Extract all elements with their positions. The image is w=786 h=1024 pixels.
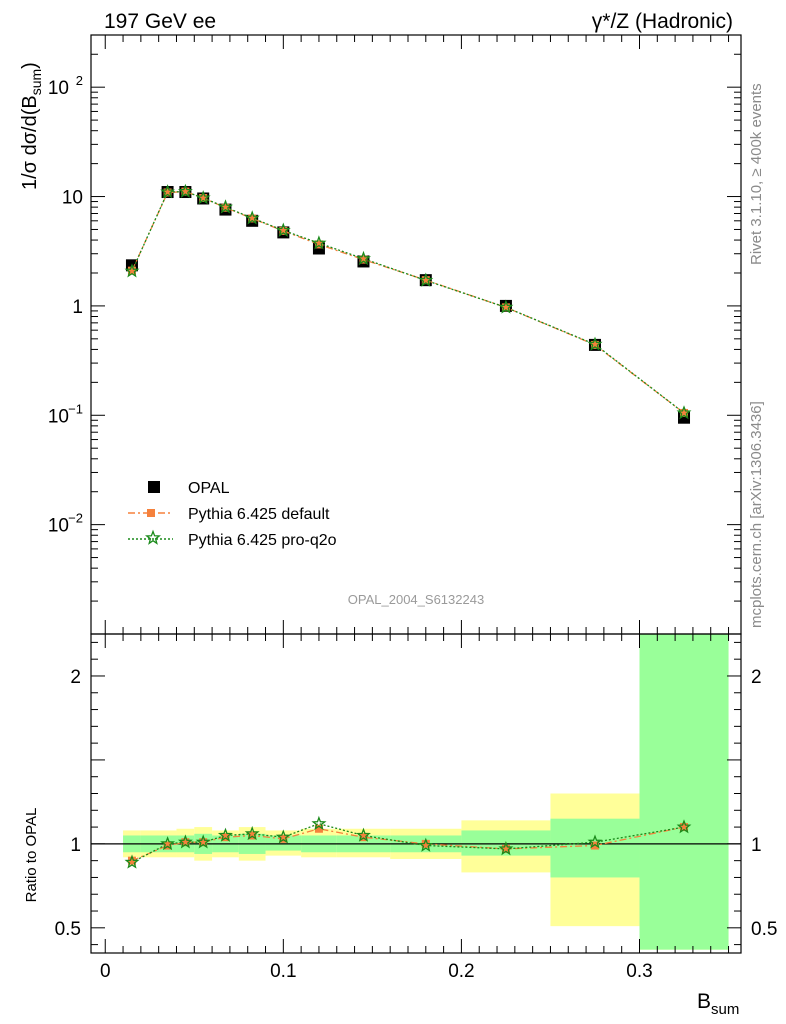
rivet-label: Rivet 3.1.10, ≥ 400k events (748, 83, 765, 265)
ratio-point-proq2o (275, 829, 291, 844)
ratio-point-proq2o (124, 854, 140, 869)
legend-label-opal: OPAL (188, 480, 230, 497)
legend-label-default: Pythia 6.425 default (188, 506, 330, 523)
main-panel (124, 183, 692, 424)
mc-line-default (131, 190, 685, 414)
ratio-point-default (680, 823, 689, 832)
ratio-point-default (163, 841, 172, 850)
ratio-point-proq2o (160, 836, 176, 851)
mc-point-proq2o (418, 272, 434, 287)
legend-marker-opal (148, 481, 160, 493)
x-tick-label: 0 (100, 961, 111, 982)
ratio-point-proq2o (418, 837, 434, 852)
ratio-point-default (248, 831, 257, 840)
x-tick-label: 0.2 (448, 961, 474, 982)
ratio-point-default (359, 833, 368, 842)
ratio-point-proq2o (498, 840, 514, 856)
ylabel-text: 1/σ dσ/d(B (19, 95, 41, 190)
y-tick-label-main: 1 (72, 297, 83, 318)
analysis-tag: OPAL_2004_S6132243 (348, 592, 484, 607)
mc-line-proq2o (131, 190, 685, 414)
ylabel-close: ) (19, 62, 41, 69)
ylabel-sub: sum (28, 69, 44, 95)
ratio-point-default (127, 856, 136, 865)
ratio-point-default (221, 833, 230, 842)
mc-point-default (421, 276, 430, 285)
y-axis-title-ratio: Ratio to OPAL (23, 808, 40, 903)
ratio-point-default (590, 841, 599, 850)
mc-point-default (359, 255, 368, 264)
y-tick-label-ratio-right: 0.5 (751, 919, 777, 940)
mc-point-proq2o (587, 336, 603, 351)
mc-point-proq2o (676, 405, 692, 420)
mc-point-default (221, 203, 230, 212)
x-tick-label: 0.1 (270, 961, 296, 982)
ratio-point-proq2o (217, 827, 233, 842)
ratio-point-proq2o (311, 815, 327, 831)
ratio-point-proq2o (587, 834, 603, 849)
legend: OPAL Pythia 6.425 default Pythia 6.425 p… (128, 480, 337, 549)
mc-point-default (680, 408, 689, 417)
y-tick-label-main-exp: 2 (76, 73, 83, 88)
y-tick-label-ratio: 1 (70, 835, 81, 856)
ratio-point-default (421, 839, 430, 848)
mc-point-default (181, 187, 190, 196)
ratio-point-default (314, 824, 323, 833)
mc-point-proq2o (275, 222, 291, 237)
y-axis-title-main: 1/σ dσ/d(Bsum) (19, 62, 44, 190)
ratio-point-default (199, 838, 208, 847)
mc-point-proq2o (356, 250, 371, 266)
ratio-point-proq2o (177, 834, 193, 849)
mc-point-default (279, 226, 288, 235)
mc-point-proq2o (244, 210, 260, 225)
mc-point-proq2o (498, 299, 514, 314)
ratio-point-proq2o (244, 825, 260, 841)
energy-label: 197 GeV ee (104, 10, 216, 33)
ratio-band-inner (265, 835, 302, 851)
y-tick-label-main: 10 (48, 406, 69, 427)
mc-point-proq2o (195, 190, 211, 205)
mc-point-default (163, 188, 172, 197)
mc-point-proq2o (311, 235, 327, 250)
legend-marker-default (147, 509, 155, 517)
mc-point-proq2o (217, 199, 234, 214)
ratio-point-default (501, 844, 510, 853)
x-axis-title-sub: sum (711, 1001, 739, 1018)
legend-marker-proq2o (145, 529, 161, 545)
ratio-point-proq2o (195, 834, 211, 849)
mc-point-proq2o (177, 183, 193, 198)
mc-point-default (501, 303, 510, 312)
process-label: γ*/Z (Hadronic) (592, 10, 733, 33)
y-tick-label-ratio: 2 (70, 667, 81, 688)
ratio-point-default (181, 838, 190, 847)
x-axis-title: Bsum (697, 990, 739, 1018)
y-tick-label-main-exp: −2 (68, 511, 83, 526)
y-tick-label-ratio-right: 2 (751, 667, 762, 688)
y-tick-label-main: 10 (48, 516, 69, 537)
ratio-band-inner (639, 634, 729, 950)
mc-point-default (314, 240, 323, 249)
y-tick-label-ratio: 0.5 (55, 919, 81, 940)
mc-point-default (199, 193, 208, 202)
ratio-panel (91, 634, 741, 950)
mc-point-proq2o (124, 263, 140, 278)
mcplots-label: mcplots.cern.ch [arXiv:1306.3436] (748, 401, 765, 628)
y-tick-label-ratio-right: 1 (751, 835, 762, 856)
y-tick-label-main-exp: −1 (68, 401, 83, 416)
ratio-point-proq2o (356, 827, 371, 842)
ratio-point-proq2o (676, 819, 692, 834)
y-tick-label-main: 10 (48, 78, 69, 99)
legend-label-proq2o: Pythia 6.425 pro-q2o (188, 532, 337, 549)
mc-point-proq2o (160, 184, 176, 199)
x-tick-label: 0.3 (626, 961, 652, 982)
mc-point-default (590, 340, 599, 349)
y-tick-label-main: 10 (62, 188, 83, 209)
ratio-point-default (279, 834, 288, 843)
mc-point-default (127, 266, 136, 275)
mc-point-default (248, 214, 257, 223)
